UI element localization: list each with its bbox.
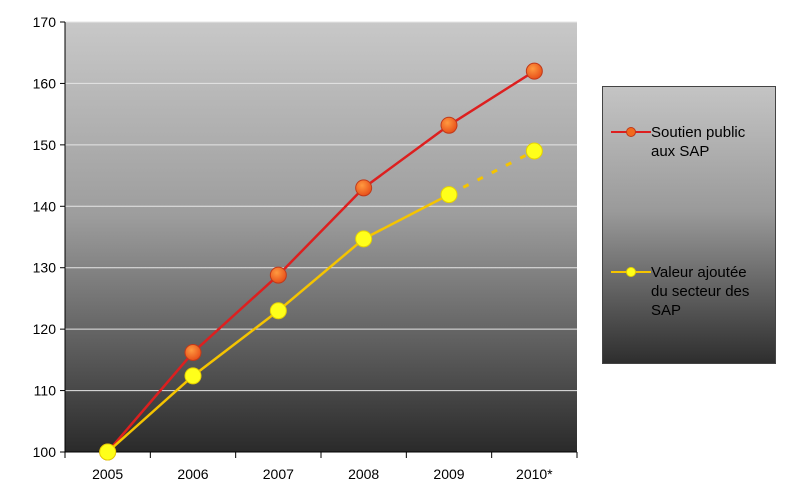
series (99, 62, 543, 461)
series-0-point-2007 (269, 266, 287, 284)
series-1-point-2007 (269, 302, 287, 320)
series-1-point-2010 (525, 142, 543, 160)
y-tick-label: 130 (33, 260, 57, 276)
plot-area (65, 22, 577, 452)
series-line-0 (106, 70, 536, 453)
series-0-point-2006 (184, 343, 202, 361)
series-1-point-2005 (99, 443, 117, 461)
x-tick-label-2006: 2006 (177, 466, 208, 482)
legend-marker-1 (626, 267, 636, 277)
y-tick-label: 150 (33, 137, 57, 153)
x-tick-label-2008: 2008 (348, 466, 379, 482)
legend-label-soutien-public: Soutien public aux SAP (651, 124, 746, 160)
y-tick-label: 100 (33, 444, 57, 460)
x-tick-label-2009: 2009 (433, 466, 464, 482)
legend-label-valeur-ajoutee: Valeur ajoutée du secteur des SAP (651, 264, 750, 319)
x-tick-label-2010: 2010* (516, 466, 553, 482)
x-tick-label-2007: 2007 (263, 466, 294, 482)
legend-entry-soutien-public: Soutien public aux SAP (611, 123, 775, 161)
series-0-point-2008 (355, 179, 373, 197)
y-tick-label: 110 (34, 383, 57, 399)
axes: 100 110 120 130 140 150 160 170 2005 2006 2007 2008… (33, 14, 578, 482)
legend-swatch-valeur-ajoutee (611, 263, 651, 281)
legend-swatch-soutien-public (611, 123, 651, 141)
x-tick-label-2005: 2005 (92, 466, 123, 482)
series-1-point-2006 (184, 367, 202, 385)
y-tick-label: 160 (33, 75, 57, 91)
y-tick-label: 120 (33, 321, 57, 337)
series-1-point-2009 (440, 186, 458, 204)
series-0-point-2010 (525, 62, 543, 80)
series-0-point-2009 (440, 116, 458, 134)
series-1-point-2008 (355, 230, 373, 248)
y-tick-label: 140 (33, 198, 57, 214)
legend-entry-valeur-ajoutee: Valeur ajoutée du secteur des SAP (611, 263, 775, 320)
grid-lines (65, 21, 577, 392)
legend: Soutien public aux SAP Valeur ajoutée du… (602, 86, 776, 364)
y-tick-label: 170 (33, 14, 57, 30)
legend-marker-0 (626, 127, 636, 137)
